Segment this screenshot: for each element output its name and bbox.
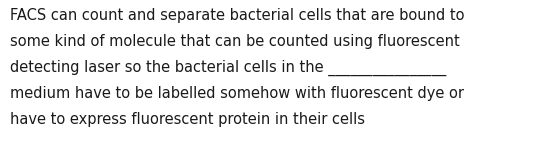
Text: medium have to be labelled somehow with fluorescent dye or: medium have to be labelled somehow with … [10, 86, 464, 101]
Text: detecting laser so the bacterial cells in the ________________: detecting laser so the bacterial cells i… [10, 60, 446, 76]
Text: FACS can count and separate bacterial cells that are bound to: FACS can count and separate bacterial ce… [10, 8, 464, 23]
Text: have to express fluorescent protein in their cells: have to express fluorescent protein in t… [10, 112, 365, 127]
Text: some kind of molecule that can be counted using fluorescent: some kind of molecule that can be counte… [10, 34, 460, 49]
